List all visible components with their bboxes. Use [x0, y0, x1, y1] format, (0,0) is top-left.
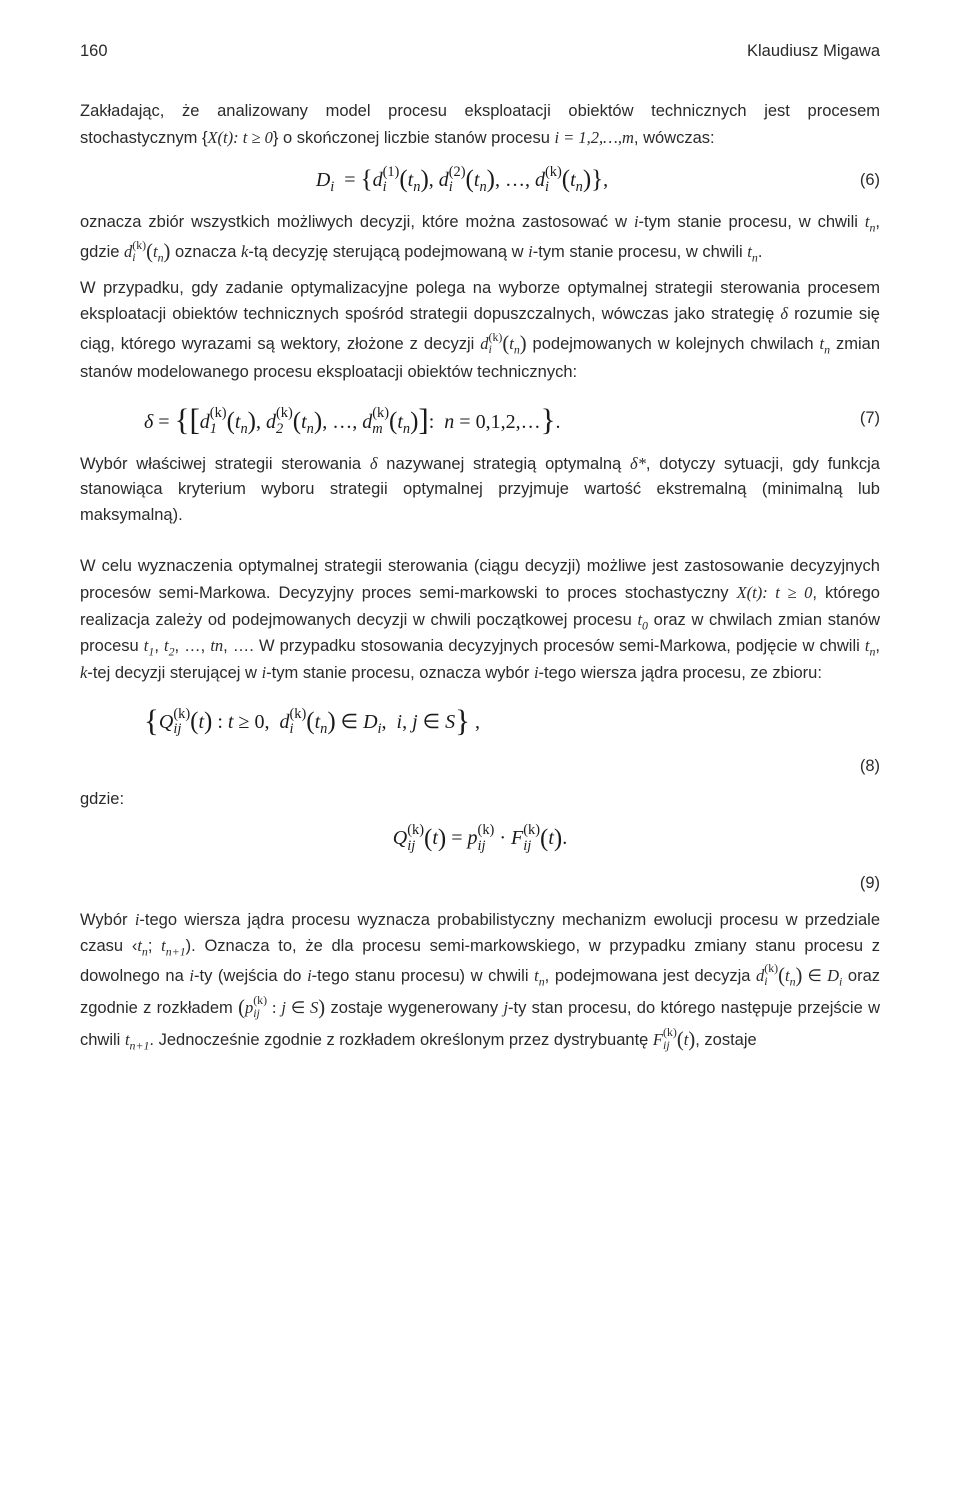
- gdzie-label: gdzie:: [80, 790, 880, 809]
- paragraph-2: oznacza zbiór wszystkich możliwych decyz…: [80, 209, 880, 268]
- equation-6-number: (6): [844, 171, 880, 190]
- paragraph-1: Zakładając, że analizowany model procesu…: [80, 99, 880, 151]
- paragraph-3: W przypadku, gdy zadanie optymalizacyjne…: [80, 276, 880, 386]
- equation-7: δ = {[d(k)1(tn), d(k)2(tn), …, d(k)m(tn)…: [80, 400, 880, 437]
- equation-8-number: (8): [80, 757, 880, 776]
- paragraph-4: Wybór właściwej strategii sterowania δ n…: [80, 451, 880, 529]
- page-author: Klaudiusz Migawa: [747, 42, 880, 61]
- equation-9: Q(k)ij(t) = p(k)ij · F(k)ij(t).: [80, 823, 880, 853]
- paragraph-6: Wybór i-tego wiersza jądra procesu wyzna…: [80, 907, 880, 1056]
- equation-9-number: (9): [80, 874, 880, 893]
- equation-6: Di = {d(1)i(tn), d(2)i(tn), …, d(k)i(tn)…: [80, 165, 880, 195]
- paragraph-5: W celu wyznaczenia optymalnej strategii …: [80, 554, 880, 686]
- equation-7-number: (7): [844, 409, 880, 428]
- equation-8: {Q(k)ij(t) : t ≥ 0, d(k)i(tn) ∈ Di, i, j…: [80, 700, 880, 737]
- page-number: 160: [80, 42, 108, 61]
- equation-8-number-row: (8): [80, 751, 880, 776]
- equation-9-number-row: (9): [80, 868, 880, 893]
- page-header: 160 Klaudiusz Migawa: [80, 42, 880, 61]
